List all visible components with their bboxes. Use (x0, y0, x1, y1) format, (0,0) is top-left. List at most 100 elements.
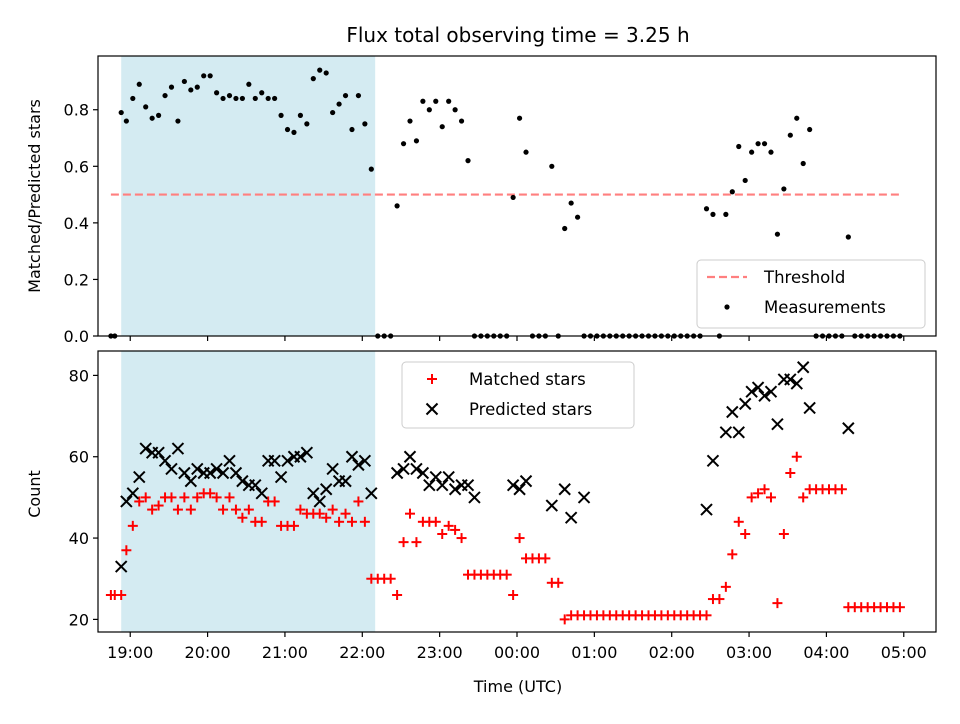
predicted-stars-marker-b (745, 385, 758, 398)
matched-stars-point (714, 594, 725, 605)
measurement-point (336, 101, 342, 107)
predicted-stars-marker-b (203, 466, 217, 480)
matched-stars-point (785, 467, 796, 478)
matched-stars-point (121, 545, 132, 556)
top-legend: Threshold Measurements (696, 259, 926, 329)
predicted-stars-point (210, 462, 223, 476)
measurement-point (130, 95, 136, 102)
matched-stars-point (205, 488, 216, 499)
predicted-stars-point (410, 462, 423, 476)
legend-matched-label: Matched stars (469, 370, 586, 389)
predicted-stars-marker-b (358, 454, 372, 468)
x-tick-label: 23:00 (417, 643, 463, 662)
x-tick-label: 21:00 (262, 643, 308, 662)
top-panel: 0.0 0.2 0.4 0.6 0.8 Threshold Measurements (64, 55, 937, 346)
matched-stars-point (346, 516, 357, 527)
predicted-stars-point (429, 470, 442, 484)
legend-measurements-swatch (724, 304, 730, 310)
measurement-point (723, 211, 729, 217)
predicted-stars-marker-b (461, 478, 475, 492)
predicted-stars-point (700, 503, 713, 516)
predicted-stars-marker-b (732, 426, 745, 439)
matched-stars-point (256, 516, 267, 527)
predicted-stars-point (842, 422, 855, 435)
predicted-stars-point (738, 397, 752, 411)
predicted-stars-marker-b (313, 495, 326, 508)
predicted-stars-marker-b (326, 462, 339, 476)
matched-stars-point (230, 504, 241, 515)
predicted-stars-marker-b (726, 405, 739, 419)
predicted-stars-point (751, 381, 765, 394)
y-tick-label: 0.2 (64, 270, 89, 289)
measurement-point (220, 95, 226, 102)
matched-stars-point (765, 492, 776, 503)
predicted-stars-point (558, 483, 571, 496)
measurement-point (310, 76, 316, 82)
measurement-point (761, 141, 768, 147)
matched-stars-point (398, 537, 409, 548)
matched-stars-point (218, 504, 229, 515)
measurement-point (420, 98, 426, 104)
legend-predicted-swatch-b (425, 402, 439, 416)
y-tick-label: 0.4 (64, 214, 89, 233)
matched-stars-point (353, 496, 364, 507)
measurement-point (207, 73, 213, 79)
predicted-stars-point (732, 426, 745, 439)
observing-window-shade (121, 351, 376, 632)
predicted-stars-marker-b (564, 511, 578, 524)
measurement-point (278, 112, 284, 118)
matched-stars-point (836, 484, 847, 495)
predicted-stars-point (390, 466, 404, 480)
matched-stars-point (243, 504, 254, 515)
measurement-point (794, 115, 800, 121)
observing-window-shade (121, 56, 376, 336)
predicted-stars-point (764, 385, 778, 398)
predicted-stars-point (448, 483, 462, 496)
measurement-point (768, 149, 774, 155)
measurement-point (574, 214, 581, 220)
measurement-point (317, 67, 323, 73)
predicted-stars-point (307, 487, 320, 500)
predicted-stars-point (281, 454, 294, 468)
predicted-stars-point (229, 466, 243, 480)
predicted-stars-marker-b (448, 483, 462, 496)
matched-stars-point (172, 504, 183, 515)
predicted-stars-marker-b (249, 478, 262, 492)
matched-stars-point (894, 602, 905, 613)
predicted-stars-point (403, 450, 417, 463)
predicted-stars-marker-b (352, 458, 365, 472)
predicted-stars-marker-b (719, 426, 733, 439)
predicted-stars-point (139, 442, 152, 455)
matched-stars-point (211, 492, 222, 503)
predicted-stars-point (423, 478, 436, 492)
matched-stars-point (321, 512, 332, 523)
predicted-stars-marker-b (184, 474, 198, 488)
matched-stars-point (185, 504, 196, 515)
measurement-point (510, 194, 516, 201)
measurement-point (297, 112, 304, 118)
predicted-stars-point (397, 462, 410, 476)
matched-stars-point (385, 573, 396, 584)
x-tick-label: 03:00 (726, 643, 772, 662)
predicted-stars-point (784, 373, 797, 386)
predicted-stars-marker-b (365, 487, 378, 500)
matched-stars-point (340, 508, 351, 519)
predicted-stars-point (797, 361, 810, 374)
predicted-stars-marker-b (506, 478, 520, 492)
predicted-stars-marker-b (191, 462, 204, 476)
y-tick-label: 0.0 (64, 327, 89, 346)
matched-stars-point (540, 553, 551, 564)
predicted-stars-point (223, 454, 236, 468)
predicted-stars-point (184, 474, 198, 488)
predicted-stars-marker-b (468, 491, 481, 504)
matched-stars-point (753, 488, 764, 499)
y-tick-label: 20 (69, 610, 89, 629)
measurement-point (516, 115, 523, 121)
matched-stars-point (559, 614, 570, 625)
predicted-stars-point (461, 478, 475, 492)
predicted-stars-marker-b (797, 361, 810, 374)
predicted-stars-point (216, 466, 230, 480)
measurement-point (342, 92, 349, 99)
predicted-stars-point (126, 487, 140, 500)
measurement-point (323, 70, 329, 76)
